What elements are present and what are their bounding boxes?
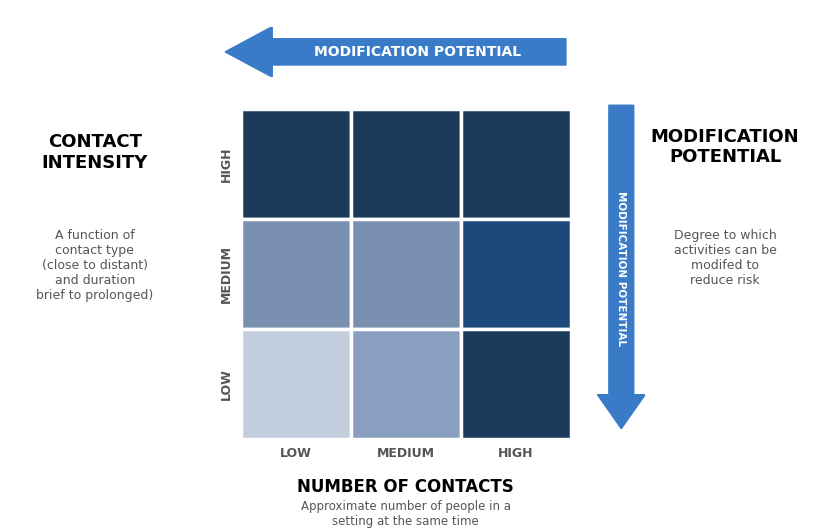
Bar bbox=[461, 109, 571, 219]
Bar bbox=[351, 219, 461, 329]
Text: A function of
contact type
(close to distant)
and duration
brief to prolonged): A function of contact type (close to dis… bbox=[36, 229, 153, 302]
Bar bbox=[241, 329, 351, 439]
Bar bbox=[241, 219, 351, 329]
Text: MODIFICATION POTENTIAL: MODIFICATION POTENTIAL bbox=[616, 191, 626, 346]
Text: CONTACT
INTENSITY: CONTACT INTENSITY bbox=[41, 133, 148, 172]
Bar bbox=[241, 109, 351, 219]
Bar bbox=[351, 109, 461, 219]
FancyArrow shape bbox=[597, 105, 645, 429]
Text: Degree to which
activities can be
modifed to
reduce risk: Degree to which activities can be modife… bbox=[674, 229, 776, 287]
Text: MODIFICATION
POTENTIAL: MODIFICATION POTENTIAL bbox=[651, 128, 799, 167]
Bar bbox=[351, 329, 461, 439]
Text: Approximate number of people in a
setting at the same time: Approximate number of people in a settin… bbox=[301, 501, 511, 528]
Text: MODIFICATION POTENTIAL: MODIFICATION POTENTIAL bbox=[314, 45, 521, 59]
Bar bbox=[461, 329, 571, 439]
FancyArrow shape bbox=[225, 27, 566, 77]
Bar bbox=[461, 219, 571, 329]
Text: NUMBER OF CONTACTS: NUMBER OF CONTACTS bbox=[297, 478, 514, 496]
